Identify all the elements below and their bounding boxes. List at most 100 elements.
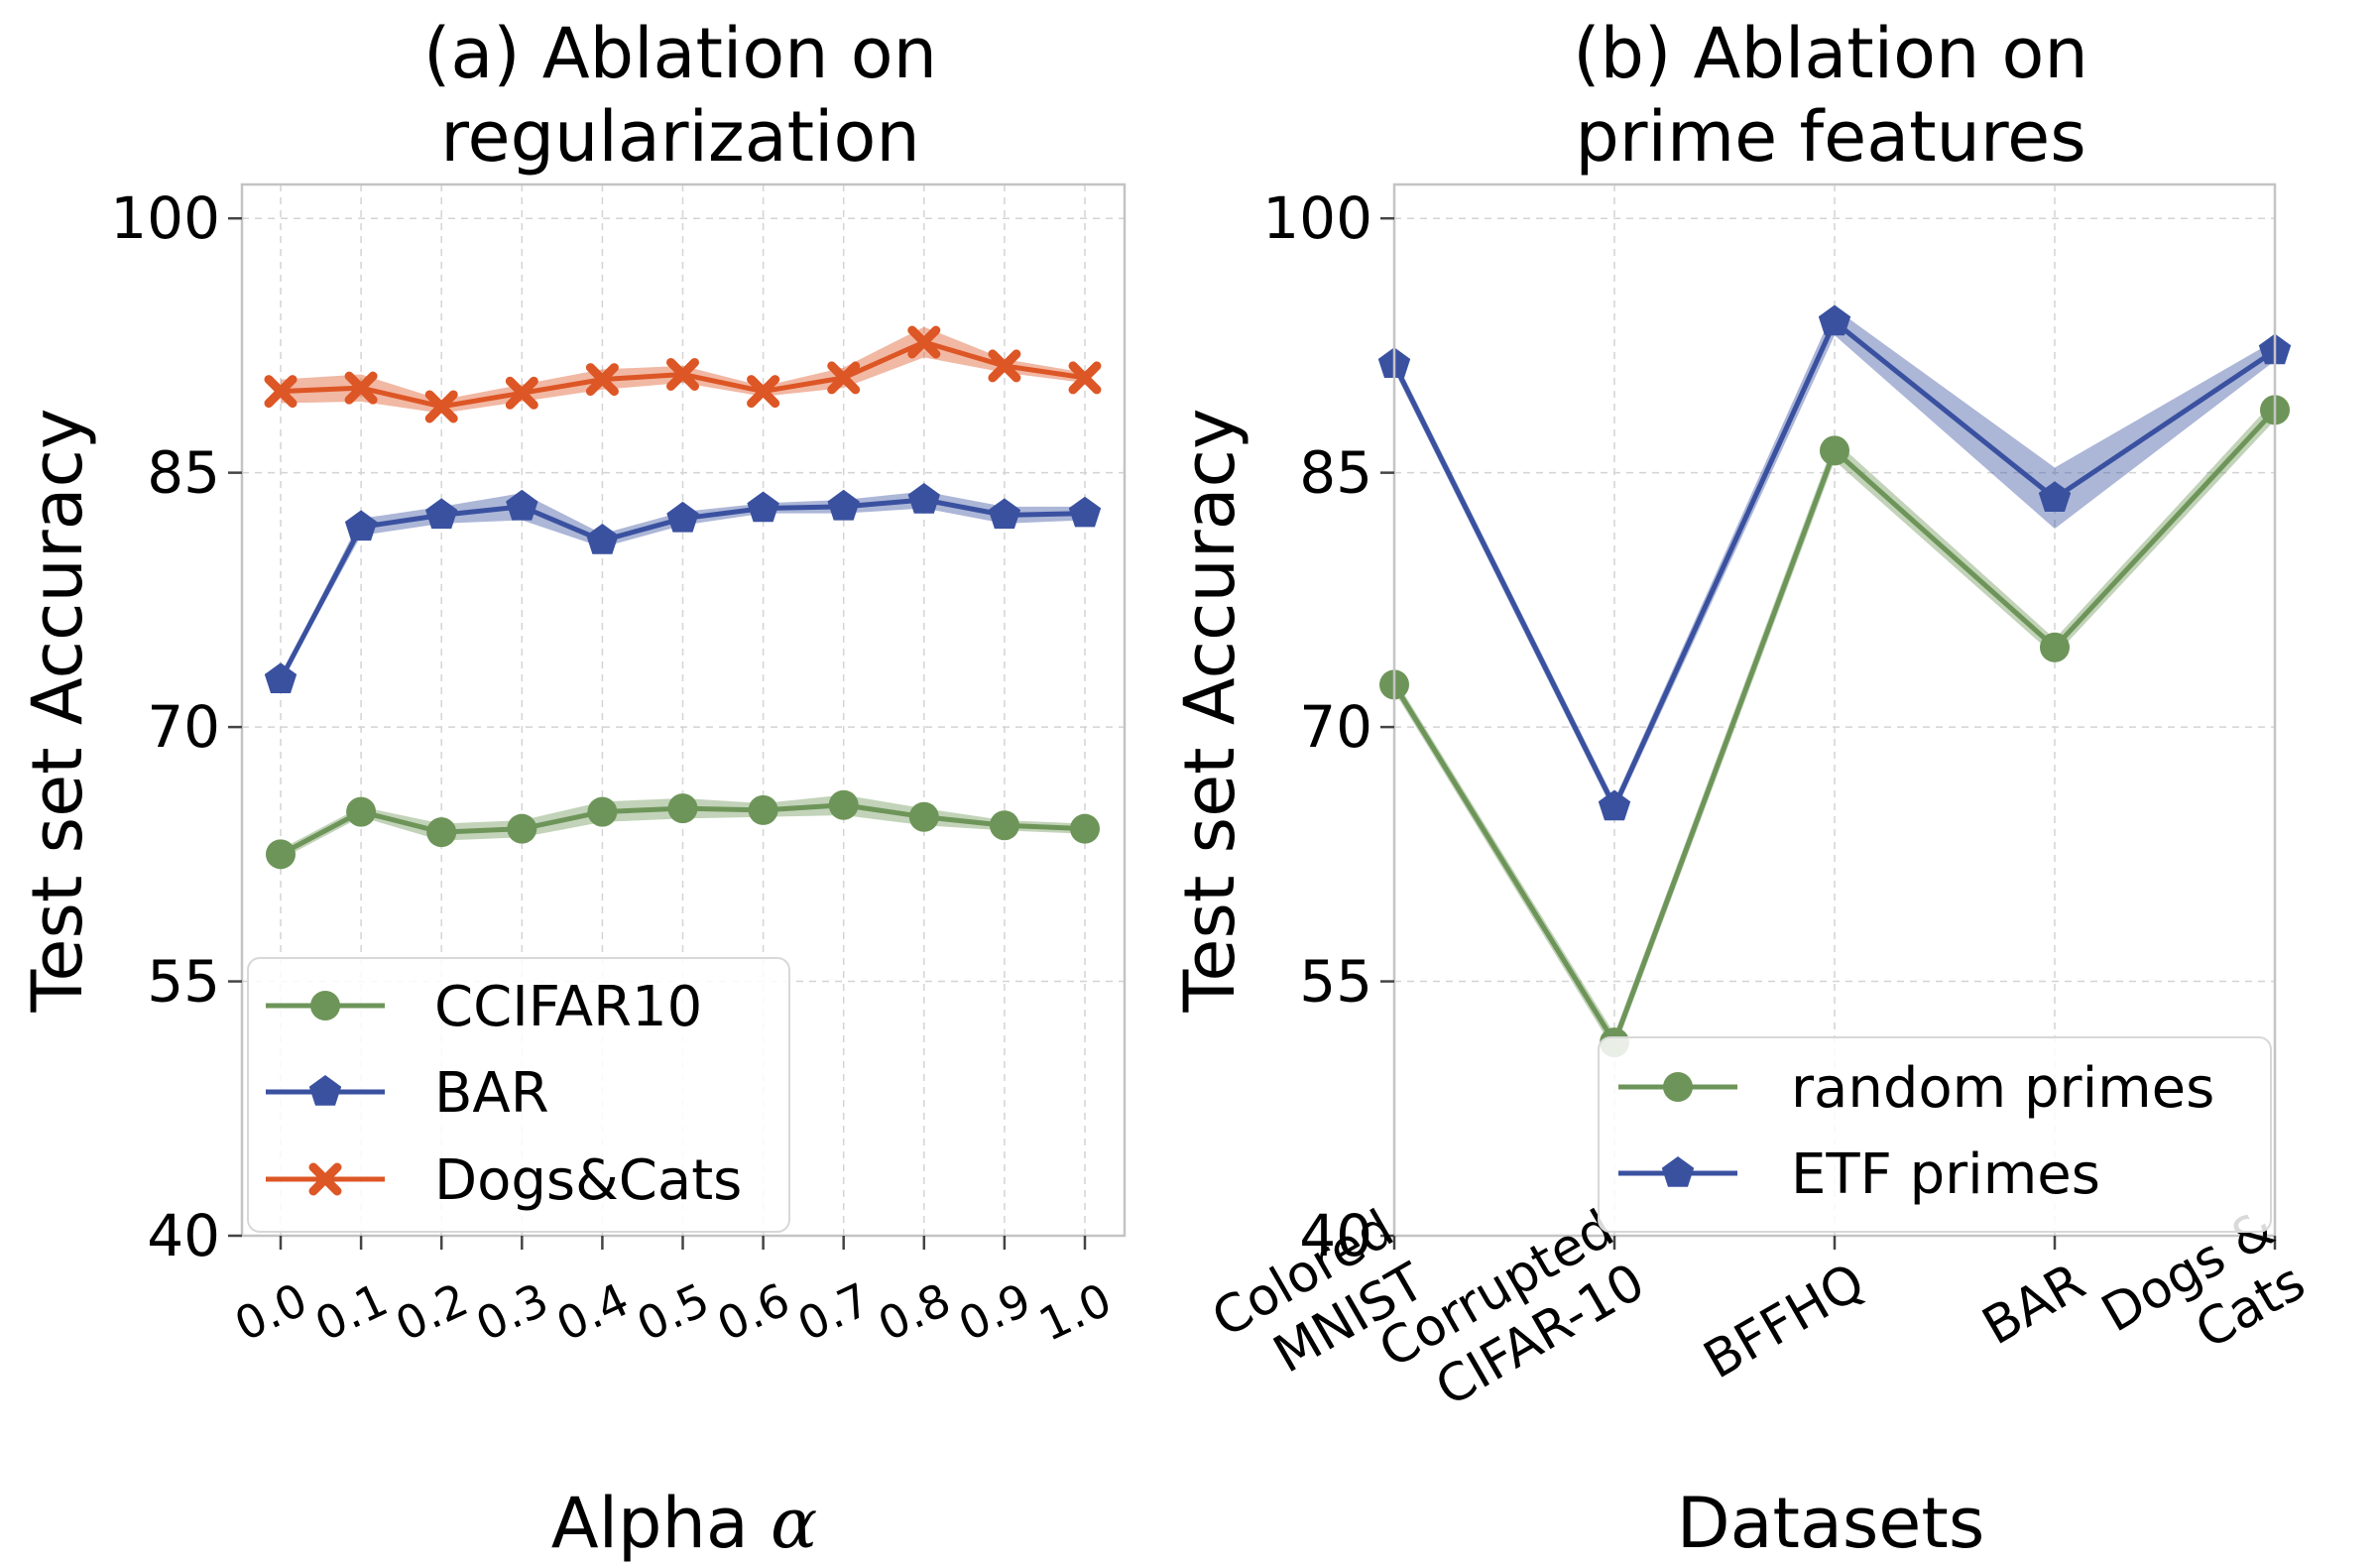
point-dogs-cats-0-8 (907, 325, 941, 359)
legend-entry-random-primes: random primes (1618, 1056, 2214, 1121)
point-ccifar10-0-3 (507, 813, 537, 844)
point-dogs-cats-0-9 (988, 349, 1021, 383)
point-bar-1-0 (1068, 496, 1102, 528)
legend-marker-shape-dogs-cats (308, 1162, 342, 1196)
point-bar-0-8 (907, 483, 940, 514)
point-dogs-cats-0-0 (264, 375, 298, 409)
x-tick-label-0-5: 0.5 (629, 1272, 717, 1352)
y-tick-label-100: 100 (1262, 184, 1372, 252)
legend-entry-bar: BAR (266, 1061, 549, 1126)
legend-label-etf-primes: ETF primes (1791, 1142, 2100, 1207)
y-tick-label-55: 55 (147, 948, 220, 1016)
y-tick-label-85: 85 (147, 439, 220, 507)
legend-label-bar: BAR (434, 1061, 549, 1126)
panel-b-x-axis-label: Datasets (1677, 1483, 1985, 1563)
point-dogs-cats-1-0 (1068, 361, 1102, 395)
panel-a-x-axis-label: Alpha α (551, 1483, 818, 1563)
x-tick-label-0-7: 0.7 (789, 1272, 878, 1352)
x-tick-label-0-3: 0.3 (468, 1272, 556, 1352)
point-ccifar10-0-4 (587, 796, 618, 827)
point-etf-primes-corrupted-cifar-10 (1598, 789, 1631, 821)
legend-marker-shape-bar (308, 1075, 342, 1106)
panel-a-title-line-2: regularization (440, 96, 919, 178)
legend-label-dogs-cats: Dogs&Cats (434, 1148, 742, 1213)
panel-a-y-axis-label: Test set Accuracy (17, 409, 98, 1014)
point-ccifar10-0-6 (748, 794, 778, 825)
legend-marker-ccifar10 (310, 991, 340, 1021)
panel-a-legend-box (247, 957, 790, 1233)
point-bar-0-2 (425, 498, 458, 530)
y-tick-label-55: 55 (1299, 948, 1372, 1016)
x-tick-label-0-8: 0.8 (870, 1272, 958, 1352)
legend-label-random-primes: random primes (1791, 1056, 2214, 1121)
legend-label-ccifar10: CCIFAR10 (434, 975, 702, 1039)
panel-b-prime-features: (b) Ablation on prime features 40 55 70 85 1… (1169, 13, 2316, 1563)
legend-marker-dogs-cats (308, 1162, 342, 1196)
panel-b-title-line-1: (b) Ablation on (1573, 13, 2088, 94)
y-tick-label-85: 85 (1299, 439, 1372, 507)
x-tick-label-bffhq: BFFHQ (1694, 1253, 1874, 1391)
panel-b-title-line-2: prime features (1575, 96, 2085, 178)
point-bar-0-0 (264, 662, 298, 693)
point-bar-0-5 (666, 501, 699, 533)
panel-b-legend-box (1598, 1036, 2272, 1233)
point-dogs-cats-0-3 (505, 376, 538, 410)
legend-marker-shape-random-primes (1663, 1072, 1693, 1102)
point-dogs-cats-0-6 (747, 375, 780, 409)
point-ccifar10-0-1 (346, 796, 377, 827)
point-etf-primes-bar (2038, 481, 2072, 512)
point-ccifar10-0-9 (989, 810, 1019, 841)
point-bar-0-6 (747, 491, 779, 523)
legend-marker-bar (308, 1075, 342, 1106)
x-tick-label-line: BFFHQ (1694, 1253, 1874, 1391)
point-bar-0-1 (344, 510, 378, 541)
legend-marker-shape-etf-primes (1661, 1156, 1695, 1187)
x-tick-label-line: BAR (1972, 1253, 2094, 1358)
point-ccifar10-0-2 (426, 817, 457, 848)
point-dogs-cats-0-4 (585, 363, 619, 397)
panel-a-regularization: (a) Ablation on regularization 40 55 70 85 1… (17, 13, 1127, 1563)
x-tick-label-bar: BAR (1972, 1253, 2094, 1358)
alpha-symbol: α (771, 1483, 817, 1563)
panel-a-title-line-1: (a) Ablation on (423, 13, 937, 94)
point-ccifar10-0-5 (667, 793, 698, 824)
point-ccifar10-0-7 (828, 789, 859, 820)
point-bar-0-7 (827, 489, 860, 521)
panel-b-y-axis-label: Test set Accuracy (1169, 409, 1250, 1014)
x-tick-label-0-0: 0.0 (227, 1272, 315, 1352)
legend-marker-etf-primes (1661, 1156, 1695, 1187)
y-tick-label-40: 40 (1299, 1202, 1372, 1269)
y-tick-label-70: 70 (147, 693, 220, 761)
panel-a-x-ticks: 0.00.10.20.30.40.50.60.70.80.91.0 (227, 1236, 1120, 1352)
point-bar-0-3 (506, 489, 538, 521)
y-tick-label-70: 70 (1299, 693, 1372, 761)
panel-a-legend: CCIFAR10 BAR Dogs&Cats (247, 957, 790, 1233)
point-random-primes-bar (2040, 632, 2070, 662)
x-tick-label-0-9: 0.9 (950, 1272, 1038, 1352)
x-tick-label-0-1: 0.1 (307, 1272, 396, 1352)
legend-marker-shape-ccifar10 (310, 991, 340, 1021)
legend-entry-etf-primes: ETF primes (1618, 1142, 2100, 1207)
point-etf-primes-bffhq (1818, 304, 1851, 336)
point-bar-0-9 (988, 498, 1021, 530)
panel-b-y-ticks: 40 55 70 85 100 (1262, 184, 1394, 1269)
legend-marker-random-primes (1663, 1072, 1693, 1102)
x-tick-label-0-2: 0.2 (388, 1272, 476, 1352)
point-dogs-cats-0-2 (424, 390, 458, 423)
y-tick-label-100: 100 (110, 184, 220, 252)
point-bar-0-4 (586, 524, 619, 554)
legend-entry-ccifar10: CCIFAR10 (266, 975, 702, 1039)
point-dogs-cats-0-7 (827, 361, 861, 395)
legend-entry-dogs-cats: Dogs&Cats (266, 1148, 742, 1213)
y-tick-label-40: 40 (147, 1202, 220, 1269)
point-ccifar10-0-0 (266, 839, 296, 870)
panel-b-legend: random primes ETF primes (1598, 1036, 2272, 1233)
point-ccifar10-1-0 (1070, 813, 1100, 844)
panel-a-y-ticks: 40 55 70 85 100 (110, 184, 242, 1269)
point-random-primes-bffhq (1820, 435, 1849, 466)
point-ccifar10-0-8 (908, 801, 939, 832)
point-dogs-cats-0-1 (344, 371, 378, 405)
